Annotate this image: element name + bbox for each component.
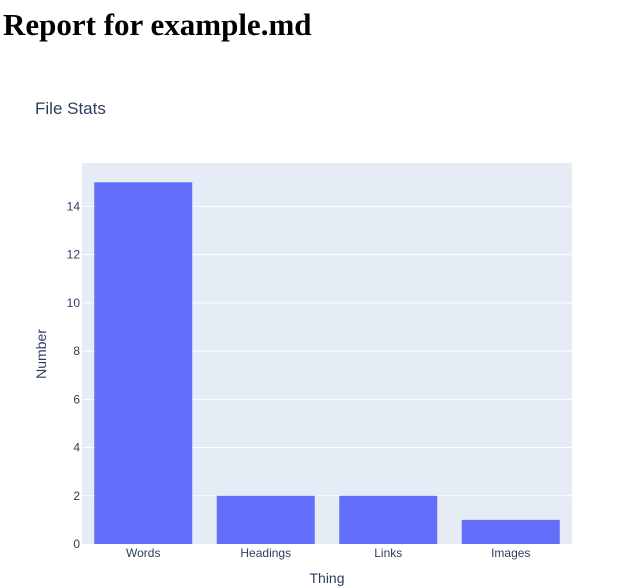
bar-words[interactable] [94, 182, 193, 544]
x-tick-label: Images [491, 546, 530, 560]
bar-images[interactable] [461, 519, 560, 544]
y-tick-label: 0 [73, 537, 80, 551]
bar-links[interactable] [339, 495, 438, 544]
x-tick-label: Links [374, 546, 402, 560]
bars [94, 182, 560, 544]
x-tick-label: Words [126, 546, 160, 560]
y-tick-label: 2 [73, 489, 80, 503]
y-tick-label: 8 [73, 344, 80, 358]
x-tick-label: Headings [240, 546, 291, 560]
bar-headings[interactable] [216, 495, 315, 544]
chart-title: File Stats [35, 99, 106, 118]
report-title: Report for example.md [3, 7, 312, 42]
y-tick-label: 10 [67, 296, 81, 310]
x-axis-ticks: Words Headings Links Images [126, 546, 530, 560]
y-tick-label: 12 [67, 248, 81, 262]
y-tick-label: 4 [73, 441, 80, 455]
y-axis-label: Number [33, 329, 49, 379]
y-axis-ticks: 0 2 4 6 8 10 12 14 [67, 199, 81, 551]
y-tick-label: 14 [67, 199, 81, 213]
x-axis-label: Thing [309, 570, 344, 586]
y-tick-label: 6 [73, 392, 80, 406]
